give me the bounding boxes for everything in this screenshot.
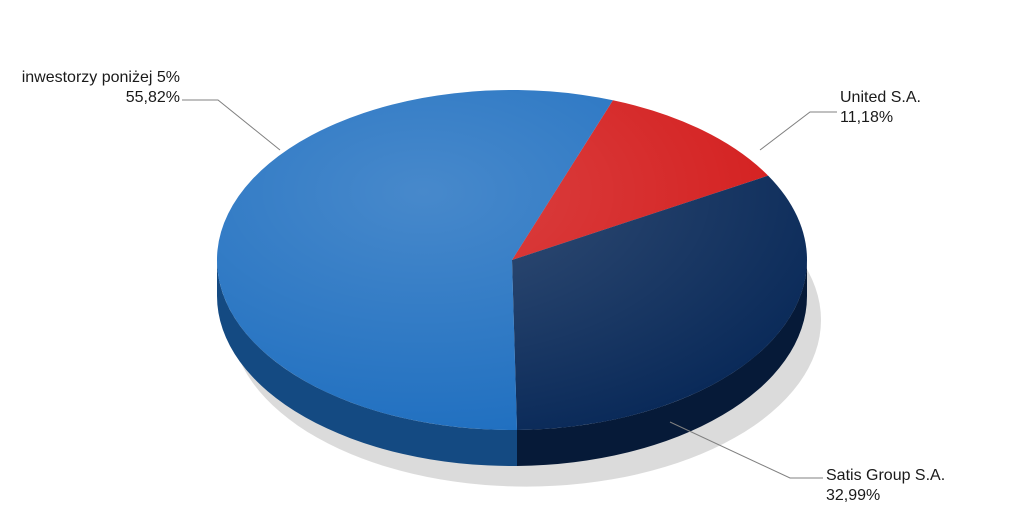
- slice-label-name: United S.A.: [840, 88, 921, 108]
- slice-label-value: 55,82%: [22, 88, 180, 108]
- slice-label-name: Satis Group S.A.: [826, 466, 945, 486]
- slice-label: United S.A.11,18%: [840, 88, 921, 128]
- leader-line: [182, 100, 280, 150]
- slice-label-value: 11,18%: [840, 108, 921, 128]
- slice-label-value: 32,99%: [826, 486, 945, 506]
- chart-stage: United S.A.11,18% Satis Group S.A.32,99% i…: [0, 0, 1024, 527]
- slice-label: Satis Group S.A.32,99%: [826, 466, 945, 506]
- slice-label-name: inwestorzy poniżej 5%: [22, 68, 180, 88]
- leader-line: [760, 112, 837, 150]
- pie-highlight: [217, 90, 807, 430]
- slice-label: inwestorzy poniżej 5%55,82%: [22, 68, 180, 108]
